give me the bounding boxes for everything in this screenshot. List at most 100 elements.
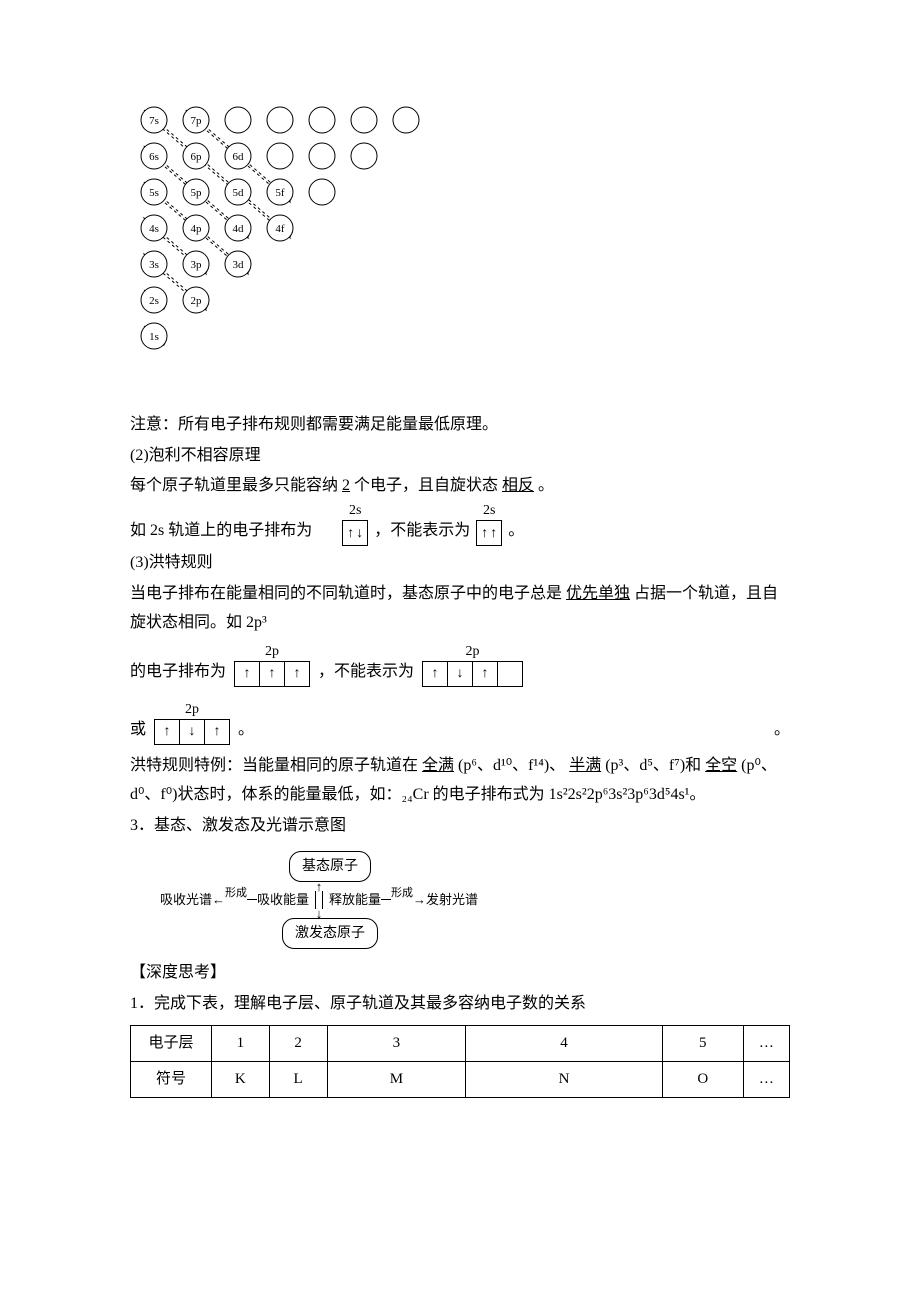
table-cell: 1 (211, 1025, 269, 1061)
table-cell: … (743, 1061, 789, 1097)
spin-down-icon: ↓ (356, 521, 363, 546)
table-cell: N (466, 1061, 663, 1097)
table-cell: O (662, 1061, 743, 1097)
orbital-2s-label1: 2s (342, 503, 368, 518)
orbital-2s-mid: ，不能表示为 (374, 515, 470, 547)
section2-body: 每个原子轨道里最多只能容纳 2 个电子，且自旋状态 相反 。 (130, 472, 790, 501)
arrow-down-icon: ↓ (316, 909, 323, 918)
orb-cell: ↑ (260, 662, 285, 686)
svg-text:3d: 3d (233, 259, 245, 271)
svg-text:4f: 4f (275, 223, 285, 235)
fig2p-label2: 2p (422, 644, 523, 659)
svg-text:4p: 4p (191, 223, 203, 235)
orb-cell: ↓ (180, 720, 205, 744)
arrow-left-icon: ← (212, 888, 225, 911)
hund-u1: 全满 (422, 757, 454, 774)
table-cell: 电子层 (131, 1025, 212, 1061)
orb-cell: ↓ (448, 662, 473, 686)
note-aufbau: 注意：所有电子排布规则都需要满足能量最低原理。 (130, 411, 790, 440)
spectra-diagram: 基态原子 吸收光谱 ← 形成 吸收能量 ↑ ↓ 释放能量 形成 → 发射光谱 激… (160, 851, 790, 950)
arrow-right-icon: → (413, 888, 426, 911)
table-cell: … (743, 1025, 789, 1061)
svg-text:5p: 5p (191, 187, 203, 199)
forms-label-r: 形成 (391, 884, 413, 904)
deep-think-heading: 【深度思考】 (130, 959, 790, 988)
table-row: 符号KLMNO… (131, 1061, 790, 1097)
svg-text:3s: 3s (149, 259, 159, 271)
fig2p-label1: 2p (234, 644, 310, 659)
deep-think-q1: 1．完成下表，理解电子层、原子轨道及其最多容纳电子数的关系 (130, 990, 790, 1019)
section3-body-u: 优先单独 (566, 585, 630, 602)
table-cell: 3 (327, 1025, 466, 1061)
table-cell: 5 (662, 1025, 743, 1061)
table-cell: 符号 (131, 1061, 212, 1097)
section2-body-b: 个电子，且自旋状态 (354, 477, 498, 494)
orbital-2s-label2: 2s (476, 503, 502, 518)
fig2p-tail2: 。 (774, 714, 790, 746)
section2-body-a: 每个原子轨道里最多只能容纳 (130, 477, 338, 494)
svg-text:4d: 4d (233, 223, 245, 235)
aufbau-diagram: 7s7p6s6p6d5s5p5d5f4s4p4d4f3s3p3d2s2p1s (130, 100, 790, 391)
svg-text:6d: 6d (233, 151, 245, 163)
hund-a: 洪特规则特例：当能量相同的原子轨道在 (130, 757, 418, 774)
orb-cell (498, 662, 522, 686)
fig2p-wrong1: 2p ↑ ↓ ↑ (422, 644, 523, 688)
fig2p-or: 或 (130, 714, 146, 746)
spin-up-icon: ↑ (347, 521, 354, 546)
section3-body-a: 当电子排布在能量相同的不同轨道时，基态原子中的电子总是 (130, 585, 562, 602)
svg-text:7p: 7p (191, 115, 203, 127)
fig-2p-block: 的电子排布为 2p ↑ ↑ ↑ ，不能表示为 2p ↑ ↓ ↑ 或 2p ↑ (130, 644, 790, 746)
svg-text:5f: 5f (275, 187, 285, 199)
section3-title: (3)洪特规则 (130, 549, 790, 578)
orb-cell: ↑ (473, 662, 498, 686)
svg-text:7s: 7s (149, 115, 159, 127)
fig2p-tail: 。 (238, 714, 254, 746)
fig2p-mid: ，不能表示为 (318, 656, 414, 688)
svg-text:5s: 5s (149, 187, 159, 199)
section2-title: (2)泡利不相容原理 (130, 442, 790, 471)
fig2p-correct: 2p ↑ ↑ ↑ (234, 644, 310, 688)
orb-cell: ↑ (205, 720, 229, 744)
fig2p-label3: 2p (154, 702, 230, 717)
fig2p-wrong2: 2p ↑ ↓ ↑ (154, 702, 230, 746)
hund-u2: 半满 (569, 757, 601, 774)
section2-body-u2: 相反 (502, 477, 534, 494)
svg-text:6p: 6p (191, 151, 203, 163)
hund-u3: 全空 (705, 757, 737, 774)
orb-cell: ↑ (155, 720, 180, 744)
table-cell: K (211, 1061, 269, 1097)
section2-body-u1: 2 (342, 477, 350, 494)
table-row: 电子层12345… (131, 1025, 790, 1061)
table-cell: M (327, 1061, 466, 1097)
svg-text:1s: 1s (149, 331, 159, 343)
orbital-2s-line: 如 2s 轨道上的电子排布为 2s ↑ ↓ ，不能表示为 2s ↑ ↑ 。 (130, 503, 790, 547)
svg-text:4s: 4s (149, 223, 159, 235)
svg-text:2s: 2s (149, 295, 159, 307)
spin-up-icon: ↑ (481, 521, 488, 546)
hund-b: (p⁶、d¹⁰、f¹⁴)、 (458, 757, 565, 774)
absorption-spectrum-label: 吸收光谱 (160, 888, 212, 911)
spin-up-icon: ↑ (490, 521, 497, 546)
table-cell: 2 (269, 1025, 327, 1061)
ground-state: 基态原子 (289, 851, 371, 882)
fig2p-prefix: 的电子排布为 (130, 656, 226, 688)
arrow-up-icon: ↑ (316, 882, 323, 891)
section4-title: 3．基态、激发态及光谱示意图 (130, 812, 790, 841)
table-cell: 4 (466, 1025, 663, 1061)
svg-text:6s: 6s (149, 151, 159, 163)
table-cell: L (269, 1061, 327, 1097)
absorb-energy-label: 吸收能量 (257, 888, 309, 911)
hund-c: (p³、d⁵、f⁷)和 (605, 757, 701, 774)
emission-spectrum-label: 发射光谱 (426, 888, 478, 911)
orb-cell: ↑ (235, 662, 260, 686)
orb-cell: ↑ (285, 662, 309, 686)
svg-text:3p: 3p (191, 259, 203, 271)
aufbau-svg: 7s7p6s6p6d5s5p5d5f4s4p4d4f3s3p3d2s2p1s (130, 100, 450, 380)
electron-shell-table: 电子层12345… 符号KLMNO… (130, 1025, 790, 1098)
hund-exception: 洪特规则特例：当能量相同的原子轨道在 全满 (p⁶、d¹⁰、f¹⁴)、 半满 (… (130, 752, 790, 810)
release-energy-label: 释放能量 (329, 888, 381, 911)
orbital-2s-prefix: 如 2s 轨道上的电子排布为 (130, 515, 312, 547)
svg-text:2p: 2p (191, 295, 203, 307)
orbital-2s-tail: 。 (508, 515, 524, 547)
orb-cell: ↑ (423, 662, 448, 686)
